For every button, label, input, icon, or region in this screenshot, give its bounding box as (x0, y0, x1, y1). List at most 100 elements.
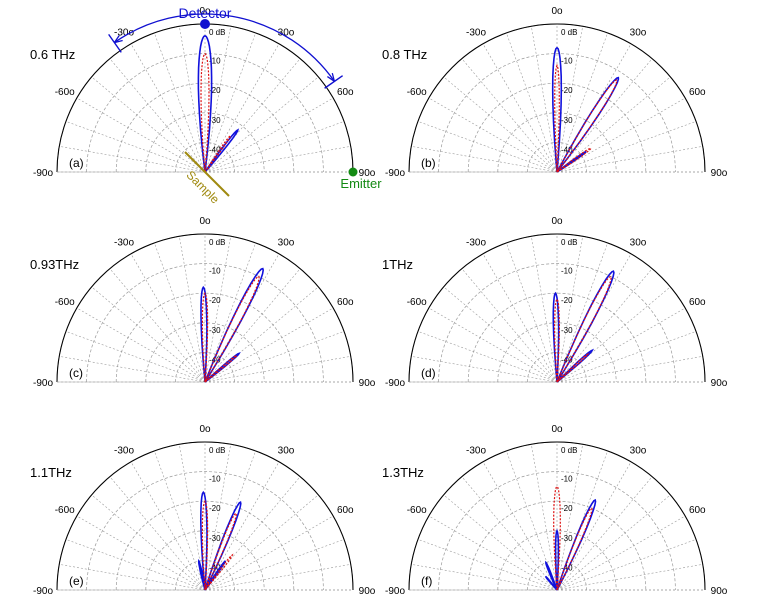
angle-tick-label: 0o (551, 424, 563, 435)
grid-spoke (428, 97, 558, 173)
db-label: -40 (209, 355, 221, 364)
angle-tick-label: 90o (359, 168, 376, 179)
db-label: -30 (561, 326, 573, 335)
db-label: -10 (561, 267, 573, 276)
grid-spoke (556, 564, 703, 591)
angle-tick-label: 90o (711, 378, 728, 389)
series-simulated (201, 275, 260, 383)
grid-spoke (556, 461, 632, 591)
series-simulated (554, 63, 618, 173)
grid-ring (438, 53, 676, 173)
panel-label: (c) (69, 366, 83, 380)
grid-ring (467, 500, 647, 591)
grid-spoke (204, 494, 319, 591)
grid-spoke (443, 76, 558, 173)
db-label: -20 (209, 296, 221, 305)
arrow-icon (327, 72, 336, 82)
grid-spoke (91, 494, 206, 591)
outer-ring (408, 23, 706, 173)
grid-spoke (461, 268, 558, 383)
db-label: -10 (561, 475, 573, 484)
grid-ring (497, 322, 617, 383)
outer-ring (56, 233, 354, 383)
db-label: -30 (561, 116, 573, 125)
db-label: -20 (561, 296, 573, 305)
angle-tick-label: -30o (114, 446, 134, 457)
grid-ring (145, 322, 265, 383)
grid-spoke (204, 26, 231, 173)
angle-tick-label: -60o (407, 87, 427, 98)
grid-ring (86, 263, 324, 383)
grid-spoke (556, 32, 608, 173)
angle-tick-label: 30o (278, 446, 295, 457)
grid-ring (86, 471, 324, 591)
detector-arc (114, 13, 335, 82)
db-label: -20 (561, 86, 573, 95)
grid-spoke (65, 121, 206, 173)
angle-tick-label: -60o (55, 505, 75, 516)
grid-spoke (204, 476, 301, 591)
grid-ring (467, 82, 647, 173)
grid-spoke (556, 268, 653, 383)
grid-ring (145, 530, 265, 591)
grid-spoke (130, 253, 206, 383)
grid-spoke (91, 286, 206, 383)
arc-end-mark (324, 75, 344, 89)
detector-marker (200, 19, 210, 29)
grid-spoke (482, 253, 558, 383)
angle-tick-label: 0o (551, 6, 563, 17)
angle-tick-label: 60o (337, 87, 354, 98)
grid-spoke (204, 146, 351, 173)
db-label: 0 dB (561, 446, 577, 455)
angle-tick-label: -90o (385, 168, 405, 179)
grid-spoke (154, 450, 206, 591)
grid-spoke (91, 76, 206, 173)
grid-spoke (411, 356, 558, 383)
angle-tick-label: 0o (199, 216, 211, 227)
angle-tick-label: 90o (711, 168, 728, 179)
frequency-label: 0.8 THz (382, 47, 427, 62)
angle-tick-label: -90o (385, 586, 405, 597)
grid-spoke (204, 32, 256, 173)
db-label: -20 (209, 86, 221, 95)
grid-spoke (443, 494, 558, 591)
grid-ring (497, 112, 617, 173)
angle-tick-label: 60o (337, 505, 354, 516)
grid-spoke (556, 356, 703, 383)
series-measured (544, 498, 597, 591)
emitter-marker (348, 167, 358, 177)
grid-spoke (59, 356, 206, 383)
grid-spoke (204, 461, 280, 591)
angle-tick-label: -30o (466, 238, 486, 249)
grid-spoke (204, 268, 301, 383)
grid-spoke (411, 146, 558, 173)
sample-label: Sample (183, 168, 222, 207)
db-label: -20 (561, 504, 573, 513)
series-measured (200, 267, 265, 383)
grid-spoke (556, 307, 686, 383)
angle-tick-label: -30o (114, 28, 134, 39)
angle-tick-label: -90o (385, 378, 405, 389)
grid-spoke (556, 444, 583, 591)
grid-spoke (556, 494, 671, 591)
grid-spoke (556, 236, 583, 383)
frequency-label: 1.3THz (382, 465, 424, 480)
panel-label: (a) (69, 156, 84, 170)
angle-tick-label: 60o (689, 297, 706, 308)
grid-spoke (461, 476, 558, 591)
db-label: 0 dB (561, 238, 577, 247)
grid-spoke (411, 564, 558, 591)
grid-spoke (428, 307, 558, 383)
db-label: -10 (561, 57, 573, 66)
grid-ring (115, 82, 295, 173)
grid-spoke (556, 476, 653, 591)
grid-spoke (556, 121, 697, 173)
grid-spoke (130, 461, 206, 591)
grid-spoke (443, 286, 558, 383)
grid-spoke (482, 461, 558, 591)
series-measured (552, 270, 615, 383)
outer-ring (408, 441, 706, 591)
grid-spoke (130, 43, 206, 173)
